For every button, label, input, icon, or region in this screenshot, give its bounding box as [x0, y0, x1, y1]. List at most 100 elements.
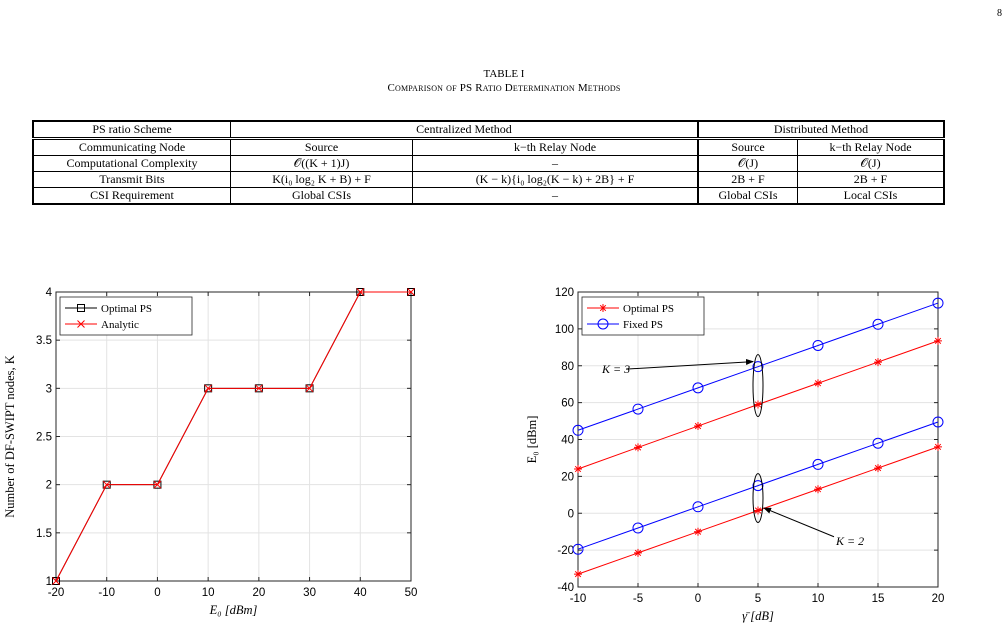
- series-fixed-ps: [572, 416, 944, 555]
- table-label: TABLE I: [483, 68, 525, 80]
- y-tick-label: 80: [561, 361, 574, 373]
- data-point: [812, 339, 824, 351]
- annotation-arrow: [763, 507, 835, 538]
- data-point: [814, 485, 822, 494]
- header-cell: Centralized Method: [230, 120, 699, 140]
- table-header-row: PS ratio Scheme Centralized Method Distr…: [32, 120, 945, 140]
- x-tick-label: 30: [303, 587, 316, 599]
- legend-box: [59, 296, 193, 336]
- x-axis-label: E₀ [dBm]: [209, 603, 258, 617]
- data-point: [752, 480, 764, 492]
- legend: Optimal PS Analytic: [59, 296, 193, 336]
- y-axis-label: Number of DF-SWIPT nodes, K: [3, 355, 17, 518]
- legend-label: Optimal PS: [623, 303, 674, 315]
- table-cell: Global CSIs: [230, 187, 413, 205]
- x-tick-label: 5: [755, 593, 761, 605]
- x-tick-label: -5: [633, 593, 643, 605]
- data-point: [874, 464, 882, 473]
- table-cell: 𝒪((K + 1)J): [230, 155, 413, 172]
- x-tick-label: 20: [252, 587, 265, 599]
- x-axis-label: γ̄ [dB]: [742, 609, 774, 623]
- x-tick-label: -20: [48, 587, 65, 599]
- data-point: [752, 361, 764, 373]
- data-point: [812, 458, 824, 470]
- table-cell: 2B + F: [797, 171, 945, 188]
- y-tick-label: 20: [561, 471, 574, 483]
- data-point: [77, 320, 85, 328]
- table-cell: Transmit Bits: [32, 171, 231, 188]
- table-subheader-row: Communicating Node Source k−th Relay Nod…: [32, 138, 945, 156]
- comparison-table: PS ratio Scheme Centralized Method Distr…: [32, 120, 945, 205]
- x-tick-label: 20: [932, 593, 945, 605]
- y-tick-label: 1: [46, 576, 52, 588]
- data-point: [153, 480, 162, 489]
- data-point: [305, 384, 314, 393]
- legend-label: Analytic: [101, 319, 139, 331]
- table-cell: Source: [697, 138, 798, 156]
- x-tick-label: 0: [154, 587, 160, 599]
- x-tick-label: 0: [695, 593, 701, 605]
- y-tick-label: 1.5: [36, 528, 52, 540]
- header-cell: PS ratio Scheme: [32, 120, 231, 140]
- data-point: [632, 522, 644, 534]
- series-line: [577, 302, 939, 431]
- y-tick-label: 2.5: [36, 432, 52, 444]
- data-point: [634, 548, 642, 557]
- data-point: [574, 570, 582, 579]
- data-point: [632, 403, 644, 415]
- data-point: [407, 288, 415, 296]
- x-tick-label: 50: [405, 587, 418, 599]
- data-point: [356, 288, 365, 296]
- page-number: 8: [997, 8, 1002, 19]
- data-point: [597, 318, 609, 330]
- data-point: [692, 382, 704, 394]
- k-vs-e0-chart: -20 -10 0 10 20 30 40 50 1 1.5 2 2.5 3 3.5 4 E₀ [dBm] Nu…: [3, 287, 418, 617]
- data-point: [814, 379, 822, 388]
- x-tick-label: 10: [202, 587, 215, 599]
- legend-label: Fixed PS: [623, 319, 663, 331]
- table-cell: 𝒪(J): [797, 155, 945, 172]
- data-point: [932, 297, 944, 309]
- plot-frame: [577, 291, 939, 588]
- x-tick-label: 10: [812, 593, 825, 605]
- y-tick-label: 3.5: [36, 335, 52, 347]
- data-point: [634, 443, 642, 452]
- data-point: [872, 318, 884, 330]
- table-cell: Communicating Node: [32, 138, 231, 156]
- data-point: [694, 527, 702, 536]
- data-point: [574, 465, 582, 473]
- table-cell: –: [412, 155, 699, 172]
- y-tick-label: 100: [555, 324, 574, 336]
- y-tick-label: -20: [557, 545, 574, 557]
- table-cell: K(i₀ log₂ K + B) + F: [230, 171, 413, 188]
- data-point: [694, 422, 702, 431]
- e0-vs-gamma-chart: -10 -5 0 5 10 15 20 -40 -20 0 20 40 60 80 100 120 γ̄ [dB…: [525, 287, 945, 623]
- series-fixed-ps: [572, 297, 944, 436]
- data-point: [255, 384, 263, 393]
- group-ellipse: [752, 473, 764, 523]
- data-point: [754, 400, 762, 409]
- table-cell: (K − k){i₀ log₂(K − k) + 2B} + F: [412, 171, 699, 188]
- data-point: [102, 480, 111, 489]
- table-cell: k−th Relay Node: [412, 138, 699, 156]
- series-analytic: [52, 288, 415, 585]
- table-title: Comparison of PS Ratio Determination Met…: [387, 82, 621, 94]
- annotation-arrow: [625, 358, 754, 370]
- legend-label: Optimal PS: [101, 303, 152, 315]
- data-point: [754, 506, 762, 515]
- table-cell: Source: [230, 138, 413, 156]
- y-tick-label: 2: [46, 480, 52, 492]
- y-tick-label: 120: [555, 287, 574, 299]
- data-point: [599, 304, 607, 312]
- data-point: [934, 336, 942, 345]
- data-point: [874, 358, 882, 367]
- table-row: Transmit Bits K(i₀ log₂ K + B) + F (K − …: [32, 171, 945, 188]
- plot-frame: [55, 291, 412, 582]
- group-ellipse: [752, 354, 764, 417]
- header-cell: Distributed Method: [697, 120, 945, 140]
- y-tick-label: 4: [46, 287, 53, 299]
- y-tick-label: 3: [46, 383, 52, 395]
- table-cell: Computational Complexity: [32, 155, 231, 172]
- table-cell: k−th Relay Node: [797, 138, 945, 156]
- x-tick-label: -10: [98, 587, 115, 599]
